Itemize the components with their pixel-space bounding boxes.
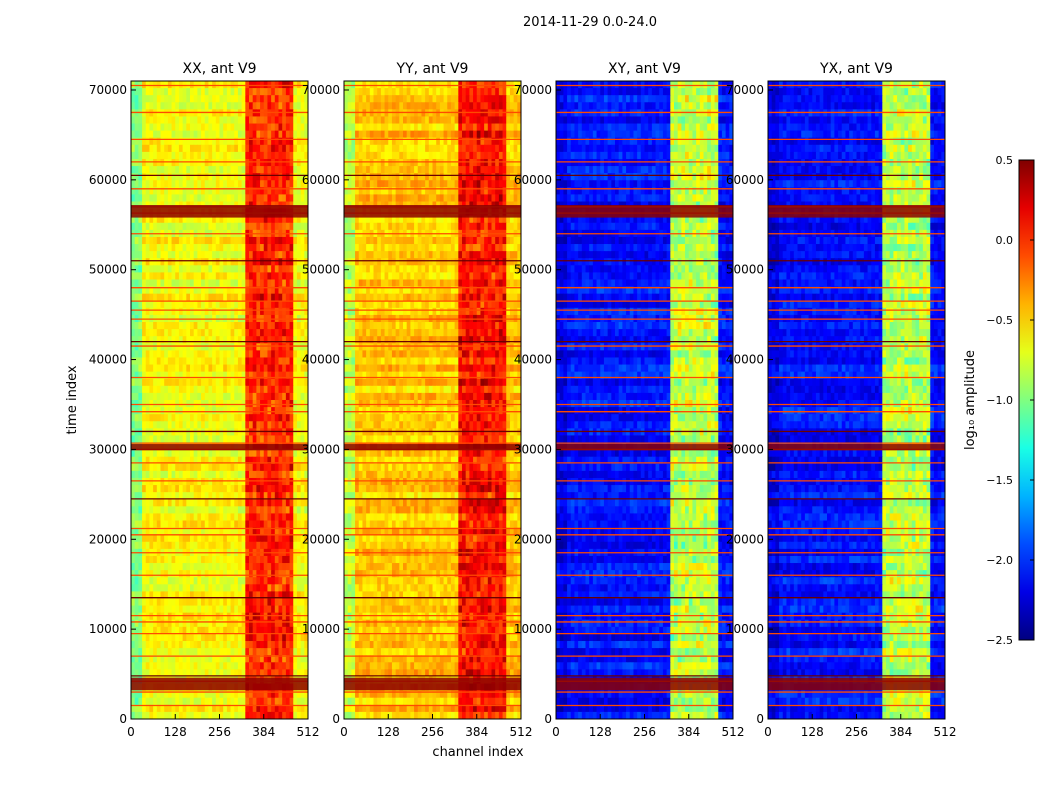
panel-title: YX, ant V9 (819, 61, 893, 77)
y-tick-label: 40000 (302, 353, 340, 367)
y-tick-label: 60000 (514, 173, 552, 187)
y-tick-label: 10000 (726, 622, 764, 636)
heatmap-xx (131, 81, 308, 719)
y-tick-label: 10000 (302, 622, 340, 636)
strong-flag-band (768, 677, 945, 691)
y-tick-label: 20000 (302, 532, 340, 546)
y-tick-label: 0 (332, 712, 340, 726)
panel-yx: YX, ant V9 0 128 256 384 512 0 10000 20000 30000 4… (726, 61, 957, 739)
strong-flag-band (556, 444, 733, 451)
y-tick-label: 70000 (302, 83, 340, 97)
x-tick-label: 128 (589, 725, 612, 739)
strong-flag-band (768, 444, 945, 451)
colorbar-tick-label: −2.0 (986, 554, 1013, 567)
y-tick-label: 40000 (726, 353, 764, 367)
x-tick-label: 128 (377, 725, 400, 739)
x-axis-label: channel index (432, 745, 523, 760)
figure-title: 2014-11-29 0.0-24.0 (523, 15, 657, 30)
y-tick-label: 30000 (89, 442, 127, 456)
x-tick-label: 512 (510, 725, 533, 739)
y-tick-label: 60000 (89, 173, 127, 187)
colorbar-tick-label: −0.5 (986, 314, 1013, 327)
x-tick-label: 256 (208, 725, 231, 739)
strong-flag-band (344, 205, 521, 218)
y-tick-label: 40000 (89, 353, 127, 367)
colorbar-tick-label: 0.5 (996, 154, 1014, 167)
x-tick-label: 384 (465, 725, 488, 739)
y-tick-label: 70000 (726, 83, 764, 97)
y-tick-label: 50000 (89, 263, 127, 277)
y-tick-label: 70000 (514, 83, 552, 97)
colorbar: 0.5 0.0 −0.5 −1.0 −1.5 −2.0 −2.5 (986, 154, 1035, 647)
x-tick-label: 256 (845, 725, 868, 739)
x-tick-label: 128 (164, 725, 187, 739)
strong-flag-band (768, 205, 945, 218)
strong-flag-band (556, 205, 733, 218)
colorbar-tick-label: −1.5 (986, 474, 1013, 487)
colorbar-tick-label: 0.0 (996, 234, 1014, 247)
heatmap-yx (768, 81, 945, 719)
y-tick-label: 20000 (514, 532, 552, 546)
y-tick-label: 30000 (302, 442, 340, 456)
y-tick-label: 50000 (514, 263, 552, 277)
strong-flag-band (131, 677, 308, 691)
panel-yy: YY, ant V9 0 128 256 384 512 0 10000 20000 30000 4… (302, 61, 533, 739)
y-tick-label: 0 (119, 712, 127, 726)
y-tick-label: 30000 (514, 442, 552, 456)
x-tick-label: 512 (722, 725, 745, 739)
x-tick-label: 256 (633, 725, 656, 739)
x-tick-label: 0 (552, 725, 560, 739)
y-tick-label: 40000 (514, 353, 552, 367)
heatmap-xy (556, 81, 733, 719)
x-tick-label: 512 (297, 725, 320, 739)
colorbar-tick-label: −1.0 (986, 394, 1013, 407)
y-tick-label: 20000 (89, 532, 127, 546)
x-tick-label: 0 (340, 725, 348, 739)
y-tick-label: 0 (544, 712, 552, 726)
colorbar-label: log₁₀ amplitude (963, 350, 978, 450)
y-tick-label: 30000 (726, 442, 764, 456)
y-tick-label: 10000 (514, 622, 552, 636)
colorbar-tick-label: −2.5 (986, 634, 1013, 647)
strong-flag-band (131, 444, 308, 451)
x-tick-label: 0 (764, 725, 772, 739)
y-axis-label: time index (65, 365, 80, 434)
strong-flag-band (344, 677, 521, 691)
panel-xy: XY, ant V9 0 128 256 384 512 0 10000 20000 30000 4… (514, 61, 745, 739)
panels: XX, ant V9 0 128 256 384 512 0 10000 20000 30000 4… (89, 61, 957, 739)
x-tick-label: 384 (889, 725, 912, 739)
panel-title: XY, ant V9 (608, 61, 681, 77)
y-tick-label: 50000 (302, 263, 340, 277)
y-tick-label: 0 (756, 712, 764, 726)
y-tick-label: 20000 (726, 532, 764, 546)
y-tick-label: 50000 (726, 263, 764, 277)
x-tick-label: 384 (677, 725, 700, 739)
panel-xx: XX, ant V9 0 128 256 384 512 0 10000 20000 30000 4… (89, 61, 320, 739)
strong-flag-band (344, 444, 521, 451)
heatmap-yy (344, 81, 521, 719)
panel-title: XX, ant V9 (183, 61, 257, 77)
y-tick-label: 60000 (302, 173, 340, 187)
y-tick-label: 10000 (89, 622, 127, 636)
x-tick-label: 384 (252, 725, 275, 739)
panel-title: YY, ant V9 (396, 61, 469, 77)
y-tick-label: 70000 (89, 83, 127, 97)
y-tick-label: 60000 (726, 173, 764, 187)
x-tick-label: 256 (421, 725, 444, 739)
x-tick-label: 512 (934, 725, 957, 739)
strong-flag-band (131, 205, 308, 218)
strong-flag-band (556, 677, 733, 691)
x-tick-label: 0 (127, 725, 135, 739)
x-tick-label: 128 (801, 725, 824, 739)
